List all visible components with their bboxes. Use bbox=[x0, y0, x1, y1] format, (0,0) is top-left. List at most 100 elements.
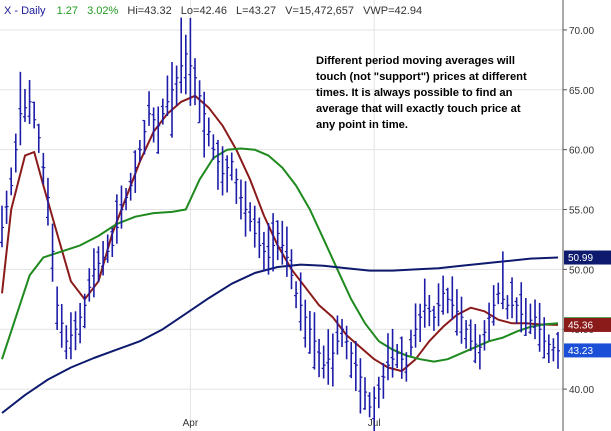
price-bar bbox=[160, 98, 165, 125]
price-bar bbox=[18, 71, 23, 146]
price-bar bbox=[349, 341, 354, 379]
header-change-pct: 3.02% bbox=[87, 5, 118, 17]
last-value-tag: 43.23 bbox=[564, 343, 611, 358]
price-bar bbox=[353, 341, 358, 392]
price-bar bbox=[496, 282, 501, 305]
price-bar bbox=[454, 289, 459, 336]
last-value-label: 43.23 bbox=[568, 346, 593, 357]
price-bar bbox=[4, 190, 9, 224]
price-bar bbox=[68, 312, 73, 360]
y-tick-label: 70.00 bbox=[569, 26, 594, 37]
price-bar bbox=[500, 251, 505, 310]
price-bar bbox=[519, 282, 524, 333]
price-bar bbox=[238, 179, 243, 220]
price-bar bbox=[266, 223, 271, 275]
price-bar bbox=[330, 333, 335, 387]
price-bar bbox=[372, 386, 377, 431]
price-bar bbox=[179, 17, 184, 94]
price-bar bbox=[344, 325, 349, 360]
price-bar bbox=[261, 231, 266, 271]
price-bar bbox=[220, 146, 225, 196]
price-bar bbox=[101, 240, 106, 276]
price-bar bbox=[142, 119, 147, 155]
price-bar bbox=[280, 220, 285, 265]
price-bar bbox=[404, 352, 409, 382]
price-bar bbox=[248, 202, 253, 232]
price-bar bbox=[523, 298, 528, 336]
price-bar bbox=[229, 152, 234, 181]
price-bar bbox=[468, 319, 473, 351]
annotation-line-4: average that will exactly touch price at bbox=[316, 103, 521, 115]
price-bar bbox=[165, 75, 170, 117]
price-bar bbox=[307, 310, 312, 354]
price-bar bbox=[317, 338, 322, 378]
y-tick-label: 60.00 bbox=[569, 146, 594, 157]
last-value-label: 45.36 bbox=[568, 320, 593, 331]
price-bar bbox=[105, 234, 110, 263]
price-bar bbox=[64, 325, 69, 360]
price-bar bbox=[326, 329, 331, 385]
annotation-line-5: any point in time. bbox=[316, 119, 408, 131]
price-bar bbox=[275, 220, 280, 261]
header-change: 1.27 bbox=[57, 5, 78, 17]
price-bar bbox=[408, 329, 413, 356]
long-moving-average-line bbox=[1, 256, 559, 414]
price-bar bbox=[505, 295, 510, 320]
price-bar bbox=[450, 276, 455, 320]
price-bar bbox=[82, 293, 87, 329]
price-bar bbox=[551, 338, 556, 362]
price-bar bbox=[298, 272, 303, 331]
price-bar bbox=[50, 223, 55, 282]
price-bar bbox=[78, 302, 83, 344]
price-bar bbox=[114, 194, 119, 244]
price-bar bbox=[487, 302, 492, 341]
price-bar bbox=[27, 80, 32, 124]
price-bar bbox=[491, 285, 496, 326]
x-tick-label: Jul bbox=[368, 418, 381, 429]
price-bar bbox=[151, 107, 156, 143]
price-bar bbox=[312, 312, 317, 370]
last-value-label: 50.99 bbox=[568, 253, 593, 264]
price-bar bbox=[459, 296, 464, 344]
price-bar bbox=[110, 227, 115, 257]
x-tick-label: Apr bbox=[183, 418, 199, 429]
price-bar bbox=[211, 134, 216, 160]
price-bar bbox=[183, 34, 188, 95]
price-bar bbox=[431, 305, 436, 331]
y-tick-label: 55.00 bbox=[569, 206, 594, 217]
price-bar bbox=[358, 358, 363, 414]
last-value-tags: 50.99 45.36 43.23 bbox=[564, 250, 611, 358]
price-bar bbox=[436, 283, 441, 327]
price-bar bbox=[510, 277, 515, 319]
price-bar bbox=[22, 88, 27, 122]
price-bar bbox=[96, 246, 101, 283]
price-bar bbox=[119, 185, 124, 229]
y-tick-label: 40.00 bbox=[569, 385, 594, 396]
price-bar bbox=[556, 331, 560, 369]
price-bar bbox=[73, 311, 78, 351]
price-bar bbox=[202, 91, 207, 158]
price-bar bbox=[390, 328, 395, 378]
x-axis-ticks: Apr Jul bbox=[183, 418, 381, 429]
price-bar bbox=[133, 150, 138, 193]
price-bar bbox=[399, 336, 404, 379]
price-bar bbox=[156, 106, 161, 154]
price-bar bbox=[59, 303, 64, 348]
price-bar bbox=[294, 281, 299, 309]
price-bar bbox=[335, 315, 340, 355]
price-bar bbox=[36, 123, 41, 153]
last-value-tag: 50.99 bbox=[564, 250, 611, 265]
price-bar bbox=[473, 323, 478, 364]
header-vwp: VWP=42.94 bbox=[363, 5, 422, 17]
price-bar bbox=[128, 172, 133, 201]
price-bar bbox=[441, 275, 446, 315]
price-bar bbox=[9, 167, 14, 196]
price-bar bbox=[533, 299, 538, 340]
price-bar bbox=[124, 187, 129, 211]
price-bar bbox=[41, 152, 46, 185]
chart-header: X - Daily 1.27 3.02% Hi=43.32 Lo=42.46 L… bbox=[4, 5, 422, 17]
price-bar bbox=[284, 226, 289, 277]
price-bar bbox=[303, 299, 308, 348]
price-bar bbox=[0, 205, 4, 248]
price-bar bbox=[147, 91, 152, 126]
